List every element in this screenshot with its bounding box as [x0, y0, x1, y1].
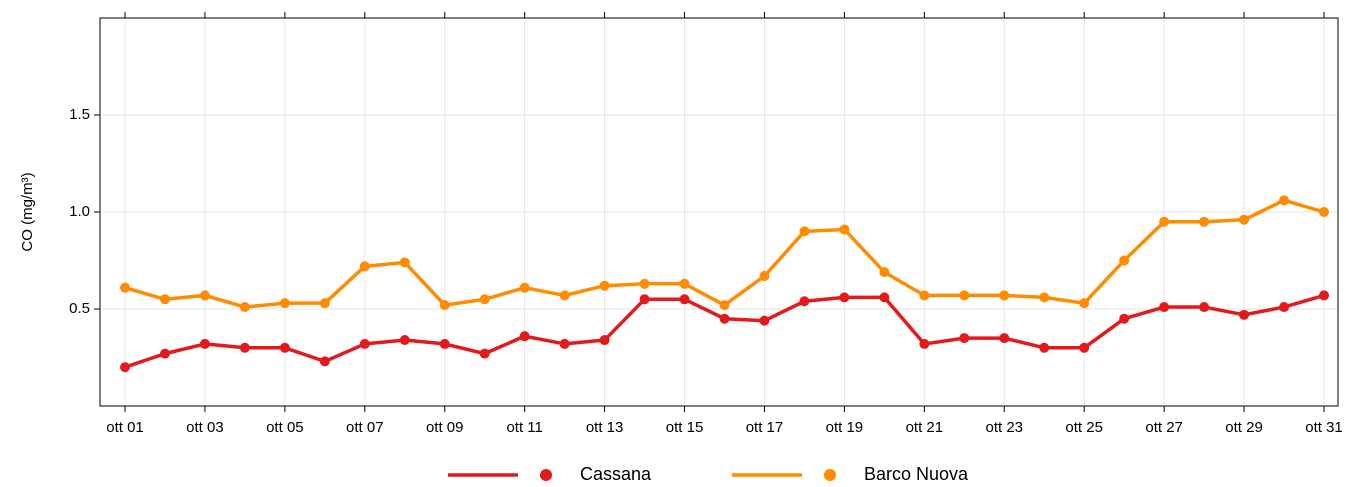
point — [319, 356, 330, 367]
point — [1079, 342, 1090, 353]
y-axis-label: CO (mg/m³) — [19, 172, 36, 251]
x-tick-label: ott 09 — [426, 419, 464, 436]
y-tick-label: 1.5 — [69, 106, 90, 123]
point — [799, 296, 810, 307]
point — [479, 348, 490, 359]
point — [359, 261, 370, 272]
point — [519, 282, 530, 293]
point — [999, 290, 1010, 301]
point — [719, 313, 730, 324]
point — [959, 290, 970, 301]
point — [879, 292, 890, 303]
point — [1039, 292, 1050, 303]
point — [919, 290, 930, 301]
legend-label: Cassana — [580, 464, 652, 484]
point — [1319, 207, 1329, 217]
point — [1239, 214, 1250, 225]
x-tick-label: ott 29 — [1225, 419, 1263, 436]
point — [120, 282, 130, 293]
point — [679, 294, 690, 305]
x-tick-label: ott 19 — [826, 419, 864, 436]
y-tick-label: 1.0 — [69, 203, 90, 220]
point — [1159, 216, 1170, 227]
x-tick-label: ott 21 — [906, 419, 944, 436]
point — [239, 342, 250, 353]
x-tick-label: ott 01 — [106, 419, 144, 436]
point — [639, 278, 650, 289]
point — [759, 315, 770, 326]
point — [159, 348, 170, 359]
legend-marker — [824, 469, 836, 481]
point — [399, 257, 410, 268]
point — [1279, 195, 1290, 206]
point — [1039, 342, 1050, 353]
plot-frame — [99, 17, 1339, 407]
x-tick-label: ott 23 — [986, 419, 1024, 436]
x-tick-label: ott 05 — [266, 419, 304, 436]
point — [559, 290, 570, 301]
point — [1199, 302, 1210, 313]
point — [120, 362, 130, 373]
point — [239, 302, 250, 313]
x-tick-label: ott 13 — [586, 419, 624, 436]
point — [599, 335, 610, 346]
point — [959, 333, 970, 344]
x-tick-label: ott 27 — [1145, 419, 1183, 436]
point — [279, 342, 290, 353]
point — [199, 290, 210, 301]
point — [1159, 302, 1170, 313]
point — [839, 292, 850, 303]
legend-marker — [540, 469, 552, 481]
point — [199, 338, 210, 349]
point — [279, 298, 290, 309]
point — [719, 300, 730, 311]
x-tick-label: ott 31 — [1305, 419, 1343, 436]
point — [599, 280, 610, 291]
point — [1119, 313, 1130, 324]
point — [799, 226, 810, 237]
point — [559, 338, 570, 349]
point — [999, 333, 1010, 344]
point — [319, 298, 330, 309]
x-tick-label: ott 07 — [346, 419, 384, 436]
point — [679, 278, 690, 289]
line — [124, 198, 1325, 309]
point — [1319, 290, 1329, 301]
point — [399, 335, 410, 346]
y-tick-label: 0.5 — [69, 300, 90, 317]
x-tick-label: ott 15 — [666, 419, 704, 436]
point — [1119, 255, 1130, 266]
point — [1279, 302, 1290, 313]
point — [439, 300, 450, 311]
x-tick-label: ott 25 — [1065, 419, 1103, 436]
point — [1199, 216, 1210, 227]
point — [639, 294, 650, 305]
point — [879, 267, 890, 278]
x-tick-label: ott 17 — [746, 419, 784, 436]
x-tick-label: ott 11 — [506, 419, 542, 436]
point — [839, 224, 850, 235]
point — [439, 338, 450, 349]
point — [359, 338, 370, 349]
point — [479, 294, 490, 305]
point — [1079, 298, 1090, 309]
point — [919, 338, 930, 349]
point — [159, 294, 170, 305]
point — [1239, 309, 1250, 320]
legend-label: Barco Nuova — [864, 464, 969, 484]
point — [759, 271, 770, 282]
point — [519, 331, 530, 342]
x-tick-label: ott 03 — [186, 419, 224, 436]
